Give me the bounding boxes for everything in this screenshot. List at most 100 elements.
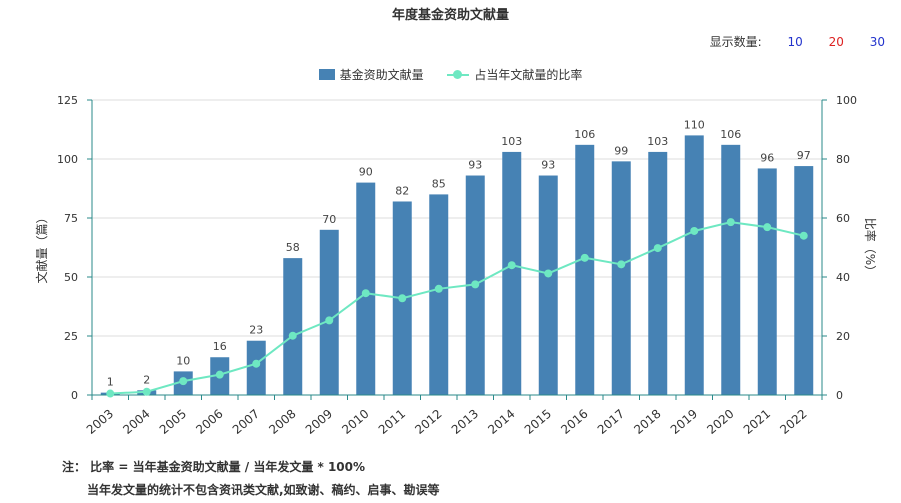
bar-value-label: 93 — [468, 159, 482, 172]
bar-value-label: 110 — [684, 118, 705, 131]
x-tick-label: 2005 — [157, 407, 189, 437]
display-count-option-10[interactable]: 10 — [787, 35, 803, 49]
y-tick-label: 25 — [64, 330, 78, 343]
bar — [721, 144, 741, 395]
y-tick-label: 50 — [64, 271, 78, 284]
y2-tick-label: 100 — [836, 94, 857, 107]
ratio-point — [690, 226, 699, 235]
legend-bar-label: 基金资助文献量 — [339, 68, 424, 82]
bar-value-label: 2 — [143, 373, 150, 386]
chart-notes: 注： 比率 = 当年基金资助文献量 / 当年发文量 * 100% 当年发文量的统… — [62, 456, 440, 502]
bar-value-label: 70 — [322, 213, 336, 226]
bar-value-label: 93 — [541, 159, 555, 172]
ratio-point — [434, 284, 443, 293]
bar — [502, 151, 522, 395]
ratio-point — [544, 269, 553, 278]
ratio-point — [252, 359, 261, 368]
bar-value-label: 85 — [432, 177, 446, 190]
bar-value-label: 106 — [574, 128, 595, 141]
x-tick-label: 2019 — [668, 407, 700, 437]
x-tick-label: 2015 — [522, 407, 554, 437]
bar-value-label: 10 — [176, 354, 190, 367]
chart-title: 年度基金资助文献量 — [391, 8, 509, 23]
x-tick-label: 2008 — [266, 407, 298, 437]
legend-item-bar-series[interactable]: 基金资助文献量 — [318, 66, 424, 83]
bar-value-label: 97 — [797, 149, 811, 162]
bar — [684, 135, 704, 395]
ratio-point — [617, 260, 626, 269]
legend-item-line-series[interactable]: 占当年文献量的比率 — [447, 66, 582, 83]
bar — [319, 229, 339, 395]
x-tick-label: 2012 — [412, 407, 444, 437]
legend-bar-swatch-icon — [318, 69, 335, 80]
x-tick-label: 2004 — [120, 407, 152, 437]
display-count-option-30[interactable]: 30 — [869, 35, 885, 49]
bar — [356, 182, 376, 395]
bar — [246, 340, 266, 395]
bar-value-label: 96 — [760, 151, 774, 164]
bar — [429, 194, 449, 395]
chart-legend: 基金资助文献量 占当年文献量的比率 — [0, 66, 901, 83]
ratio-point — [507, 261, 516, 270]
bar — [648, 151, 668, 395]
y2-tick-label: 80 — [836, 153, 850, 166]
bar-value-label: 99 — [614, 144, 628, 157]
bar-value-label: 16 — [213, 340, 227, 353]
y-tick-label: 75 — [64, 212, 78, 225]
ratio-point — [142, 387, 151, 396]
ratio-point — [215, 370, 224, 379]
note-ratio-formula: 注： 比率 = 当年基金资助文献量 / 当年发文量 * 100% — [62, 460, 366, 474]
bar-value-label: 23 — [249, 324, 263, 337]
y2-tick-label: 60 — [836, 212, 850, 225]
bar — [611, 161, 631, 395]
ratio-point — [580, 253, 589, 262]
y-tick-label: 125 — [57, 94, 78, 107]
bar — [575, 144, 595, 395]
bar — [538, 175, 558, 395]
bar-value-label: 103 — [501, 135, 522, 148]
bar — [794, 166, 814, 395]
note-exclusion: 当年发文量的统计不包含资讯类文献,如致谢、稿约、启事、勘误等 — [87, 483, 440, 497]
y-tick-label: 100 — [57, 153, 78, 166]
x-tick-label: 2003 — [84, 407, 116, 437]
x-tick-label: 2020 — [704, 407, 736, 437]
legend-line-swatch-icon — [447, 69, 470, 80]
x-tick-label: 2016 — [558, 407, 590, 437]
x-tick-label: 2014 — [485, 407, 517, 437]
bar — [283, 258, 303, 395]
ratio-point — [471, 280, 480, 289]
display-count-option-20[interactable]: 20 — [828, 35, 844, 49]
x-tick-label: 2011 — [376, 407, 408, 437]
ratio-point — [179, 377, 188, 386]
y2-axis-title: 比率（%） — [863, 218, 878, 277]
y2-tick-label: 0 — [836, 389, 843, 402]
x-tick-label: 2021 — [741, 407, 773, 437]
x-tick-label: 2009 — [303, 407, 335, 437]
y-tick-label: 0 — [71, 389, 78, 402]
x-tick-label: 2010 — [339, 407, 371, 437]
bar-value-label: 106 — [720, 128, 741, 141]
bar-value-label: 58 — [286, 241, 300, 254]
x-tick-label: 2018 — [631, 407, 663, 437]
bar-value-label: 103 — [647, 135, 668, 148]
ratio-point — [763, 223, 772, 232]
ratio-point — [106, 389, 115, 398]
x-tick-label: 2007 — [230, 407, 262, 437]
ratio-point — [398, 294, 407, 303]
y-axis-title: 文献量（篇） — [34, 211, 49, 283]
x-tick-label: 2017 — [595, 407, 627, 437]
display-count-label: 显示数量: — [709, 35, 762, 49]
ratio-point — [325, 316, 334, 325]
bar-value-label: 1 — [107, 376, 114, 389]
display-count-selector: 显示数量: 10 20 30 — [710, 33, 885, 50]
ratio-point — [361, 289, 370, 298]
y2-tick-label: 20 — [836, 330, 850, 343]
ratio-point — [799, 231, 808, 240]
ratio-point — [653, 244, 662, 253]
y2-tick-label: 40 — [836, 271, 850, 284]
x-tick-label: 2006 — [193, 407, 225, 437]
legend-line-label: 占当年文献量的比率 — [474, 68, 583, 82]
ratio-point — [726, 218, 735, 227]
x-tick-label: 2022 — [777, 407, 809, 437]
